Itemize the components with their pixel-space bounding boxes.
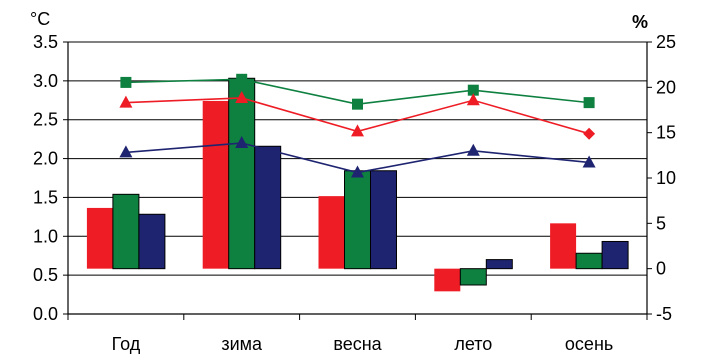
bar — [485, 259, 513, 270]
left-axis-unit: °C — [30, 9, 50, 29]
right-tick-label: 15 — [656, 123, 676, 143]
point-marker — [583, 97, 595, 109]
left-tick-label: 2.5 — [33, 110, 58, 130]
bars — [86, 77, 629, 292]
point-marker — [119, 145, 133, 158]
right-tick-label: 0 — [656, 259, 666, 279]
point-marker — [466, 143, 480, 156]
bar — [550, 223, 577, 269]
bar — [112, 193, 140, 270]
left-tick-label: 2.0 — [33, 149, 58, 169]
point-marker — [351, 165, 364, 178]
bar — [254, 145, 282, 270]
category-label: весна — [333, 334, 382, 354]
left-tick-label: 1.5 — [33, 187, 58, 207]
bar — [575, 252, 603, 270]
bar — [344, 170, 371, 270]
category-label: лето — [454, 334, 492, 354]
bar — [370, 170, 397, 270]
right-tick-label: 10 — [656, 168, 676, 188]
right-tick-label: 5 — [656, 213, 666, 233]
point-marker — [235, 136, 249, 149]
bar — [202, 100, 229, 269]
left-tick-label: 0.0 — [33, 304, 58, 324]
category-label: осень — [565, 334, 613, 354]
bar — [228, 77, 256, 270]
right-tick-label: -5 — [656, 304, 672, 324]
point-marker — [583, 127, 596, 140]
left-tick-label: 3.5 — [33, 32, 58, 52]
axes — [63, 41, 652, 320]
point-marker — [352, 98, 363, 110]
point-marker — [351, 124, 364, 137]
right-axis-unit: % — [632, 12, 648, 32]
bar — [138, 213, 166, 270]
category-label: Год — [112, 334, 141, 354]
point-marker — [119, 95, 133, 108]
bar — [318, 196, 345, 269]
left-tick-label: 1.0 — [33, 226, 58, 246]
markers — [119, 73, 596, 178]
left-tick-label: 3.0 — [33, 71, 58, 91]
point-marker — [466, 93, 480, 106]
point-marker — [582, 155, 596, 168]
right-tick-label: 20 — [656, 77, 676, 97]
tick-labels: 0.0 0.5 1.0 1.5 2.0 2.5 3.0 3.5 -5 0 5 10 15 20 25 Год з… — [33, 32, 676, 354]
left-tick-label: 0.5 — [33, 265, 58, 285]
bar — [86, 207, 113, 269]
point-marker — [120, 76, 132, 88]
point-marker — [467, 84, 479, 96]
bar — [601, 240, 629, 270]
category-label: зима — [221, 334, 263, 354]
bar — [459, 268, 487, 286]
point-marker — [235, 90, 249, 103]
point-marker — [236, 73, 248, 85]
right-tick-label: 25 — [656, 32, 676, 52]
bar — [434, 268, 461, 292]
